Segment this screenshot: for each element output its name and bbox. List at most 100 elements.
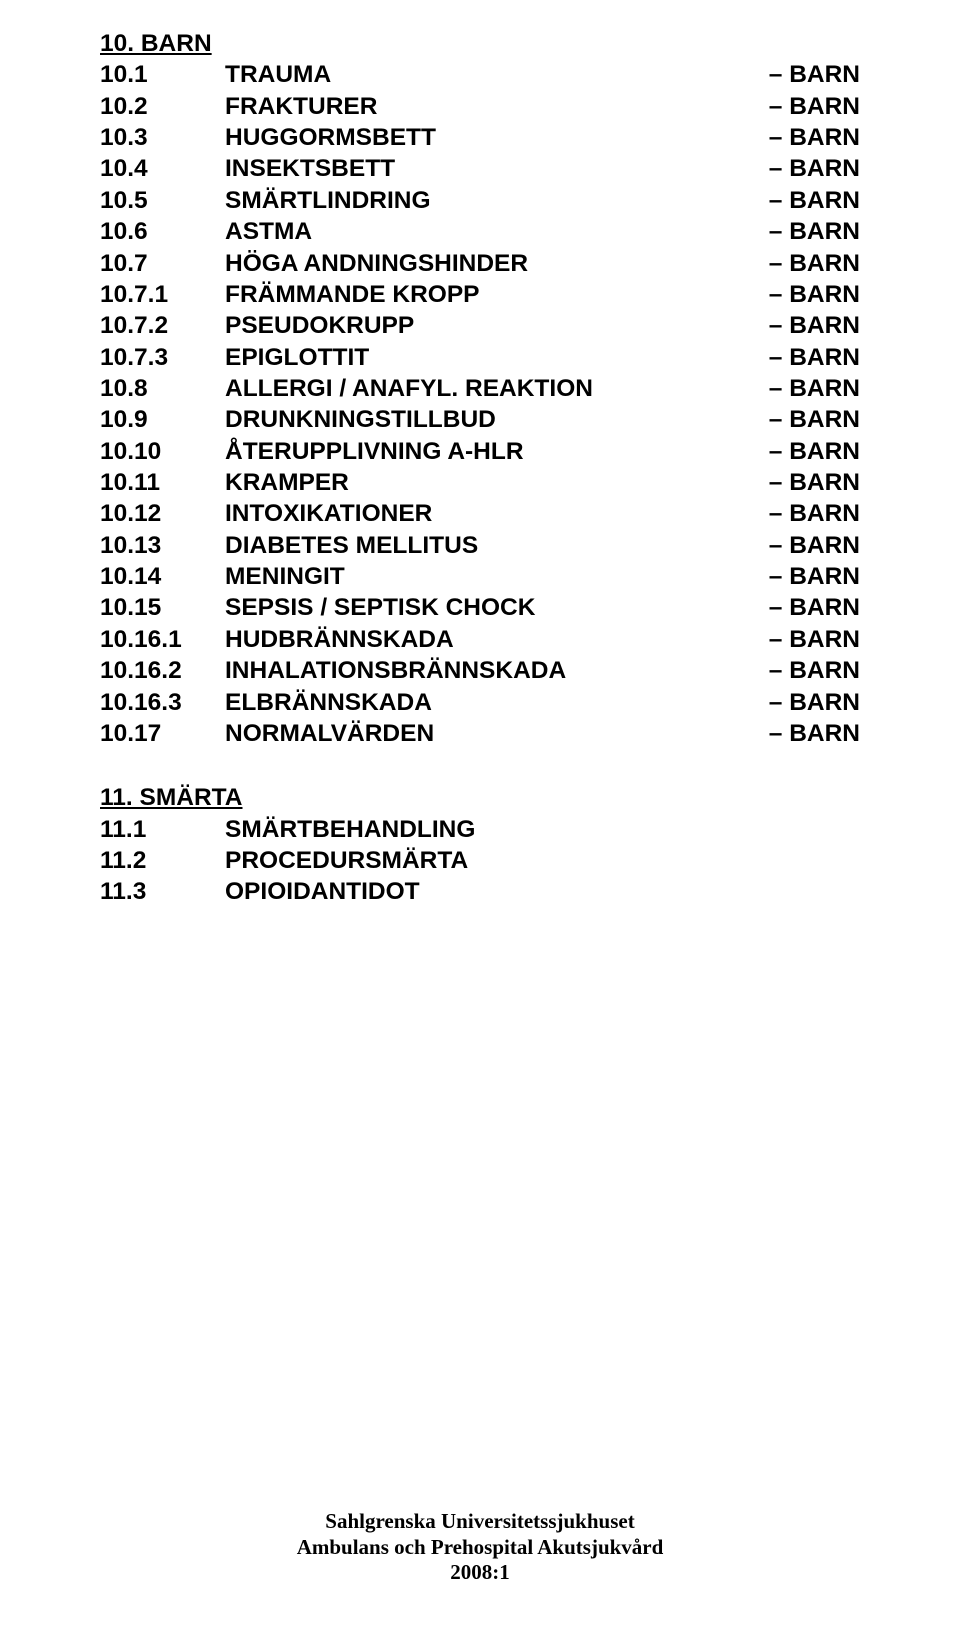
toc-row-left: 10.5SMÄRTLINDRING: [100, 185, 431, 216]
toc-row-number: 10.6: [100, 216, 225, 247]
toc-row-label: ASTMA: [225, 216, 312, 247]
toc-row-label: ÅTERUPPLIVNING A-HLR: [225, 436, 524, 467]
toc-row-label: HÖGA ANDNINGSHINDER: [225, 248, 528, 279]
toc-row-left: 10.1TRAUMA: [100, 59, 331, 90]
footer-line-1: Sahlgrenska Universitetssjukhuset: [0, 1509, 960, 1535]
toc-row-number: 10.12: [100, 498, 225, 529]
toc-row: 10.3HUGGORMSBETT – BARN: [100, 122, 860, 153]
toc-row-left: 10.4INSEKTSBETT: [100, 153, 395, 184]
toc-row-left: 10.16.1HUDBRÄNNSKADA: [100, 624, 454, 655]
toc-row: 10.8ALLERGI / ANAFYL. REAKTION– BARN: [100, 373, 860, 404]
toc-row-right: – BARN: [769, 122, 860, 153]
toc-row-number: 10.8: [100, 373, 225, 404]
toc-row-number: 11.1: [100, 814, 225, 845]
toc-row-number: 10.16.3: [100, 687, 225, 718]
toc-row-number: 11.3: [100, 876, 225, 907]
toc-row: 10.4INSEKTSBETT – BARN: [100, 153, 860, 184]
toc-row: 10.9DRUNKNINGSTILLBUD – BARN: [100, 404, 860, 435]
toc-row-label: INSEKTSBETT: [225, 153, 395, 184]
toc-row-number: 10.2: [100, 91, 225, 122]
toc-row-right: – BARN: [769, 498, 860, 529]
toc-row: 11.1SMÄRTBEHANDLING: [100, 814, 860, 845]
toc-row: 10.16.1HUDBRÄNNSKADA – BARN: [100, 624, 860, 655]
toc-row-right: – BARN: [769, 624, 860, 655]
toc-row-right: – BARN: [769, 216, 860, 247]
toc-row-number: 11.2: [100, 845, 225, 876]
toc-row-number: 10.3: [100, 122, 225, 153]
toc-row-number: 10.15: [100, 592, 225, 623]
toc-row-right: – BARN: [769, 248, 860, 279]
toc-row-left: 10.9DRUNKNINGSTILLBUD: [100, 404, 496, 435]
toc-row: 10.7.3EPIGLOTTIT– BARN: [100, 342, 860, 373]
toc-row-left: 10.14MENINGIT: [100, 561, 345, 592]
toc-row-label: NORMALVÄRDEN: [225, 718, 434, 749]
toc-row-number: 10.4: [100, 153, 225, 184]
toc-row-number: 10.10: [100, 436, 225, 467]
toc-row-right: – BARN: [769, 153, 860, 184]
footer-line-3: 2008:1: [0, 1560, 960, 1586]
toc-row-left: 10.16.3ELBRÄNNSKADA: [100, 687, 432, 718]
toc-row-number: 10.11: [100, 467, 225, 498]
toc-row-label: INHALATIONSBRÄNNSKADA: [225, 655, 566, 686]
toc-row-left: 10.7.2PSEUDOKRUPP: [100, 310, 414, 341]
toc-row-left: 10.16.2INHALATIONSBRÄNNSKADA: [100, 655, 566, 686]
toc-row: 10.12INTOXIKATIONER – BARN: [100, 498, 860, 529]
toc-row-number: 10.16.1: [100, 624, 225, 655]
toc-row-left: 11.2PROCEDURSMÄRTA: [100, 845, 468, 876]
toc-row: 10.16.3ELBRÄNNSKADA– BARN: [100, 687, 860, 718]
section-10-heading: 10. BARN: [100, 28, 860, 59]
section-gap: [100, 749, 860, 782]
toc-row-label: TRAUMA: [225, 59, 331, 90]
toc-row-right: – BARN: [769, 310, 860, 341]
toc-row: 10.11KRAMPER – BARN: [100, 467, 860, 498]
toc-row-right: – BARN: [769, 373, 860, 404]
toc-row-number: 10.16.2: [100, 655, 225, 686]
toc-row-number: 10.7.2: [100, 310, 225, 341]
toc-row-label: FRÄMMANDE KROPP: [225, 279, 480, 310]
toc-row-number: 10.17: [100, 718, 225, 749]
toc-row-left: 10.3HUGGORMSBETT: [100, 122, 436, 153]
toc-row-label: SMÄRTLINDRING: [225, 185, 431, 216]
toc-row-left: 10.7HÖGA ANDNINGSHINDER: [100, 248, 528, 279]
toc-row: 10.10ÅTERUPPLIVNING A-HLR– BARN: [100, 436, 860, 467]
toc-row-number: 10.1: [100, 59, 225, 90]
toc-row-right: – BARN: [769, 718, 860, 749]
toc-row-label: DIABETES MELLITUS: [225, 530, 478, 561]
toc-row-left: 11.1SMÄRTBEHANDLING: [100, 814, 475, 845]
toc-row: 10.1TRAUMA– BARN: [100, 59, 860, 90]
toc-row-left: 10.15SEPSIS / SEPTISK CHOCK: [100, 592, 535, 623]
toc-row-right: – BARN: [769, 404, 860, 435]
toc-row: 10.5SMÄRTLINDRING – BARN: [100, 185, 860, 216]
toc-row-label: FRAKTURER: [225, 91, 377, 122]
toc-row: 10.15SEPSIS / SEPTISK CHOCK– BARN: [100, 592, 860, 623]
toc-row: 10.16.2INHALATIONSBRÄNNSKADA – BARN: [100, 655, 860, 686]
toc-row-label: HUGGORMSBETT: [225, 122, 436, 153]
toc-row-label: INTOXIKATIONER: [225, 498, 432, 529]
toc-row: 11.2PROCEDURSMÄRTA: [100, 845, 860, 876]
toc-row-label: HUDBRÄNNSKADA: [225, 624, 454, 655]
toc-row-label: SMÄRTBEHANDLING: [225, 814, 475, 845]
toc-row: 10.7.2PSEUDOKRUPP – BARN: [100, 310, 860, 341]
toc-row-label: OPIOIDANTIDOT: [225, 876, 420, 907]
section-11-list: 11.1SMÄRTBEHANDLING11.2PROCEDURSMÄRTA11.…: [100, 814, 860, 908]
toc-row-left: 10.7.1FRÄMMANDE KROPP: [100, 279, 480, 310]
toc-row-left: 10.12INTOXIKATIONER: [100, 498, 432, 529]
toc-row-right: – BARN: [769, 185, 860, 216]
toc-row-number: 10.14: [100, 561, 225, 592]
toc-row-left: 10.6ASTMA: [100, 216, 312, 247]
toc-row-right: – BARN: [769, 467, 860, 498]
toc-row-label: DRUNKNINGSTILLBUD: [225, 404, 496, 435]
toc-row-number: 10.13: [100, 530, 225, 561]
toc-row-right: – BARN: [769, 655, 860, 686]
toc-row: 10.2FRAKTURER– BARN: [100, 91, 860, 122]
toc-row-label: PROCEDURSMÄRTA: [225, 845, 468, 876]
toc-row: 11.3OPIOIDANTIDOT: [100, 876, 860, 907]
section-10-list: 10.1TRAUMA– BARN10.2FRAKTURER– BARN10.3H…: [100, 59, 860, 749]
toc-row-right: – BARN: [769, 342, 860, 373]
toc-row-left: 10.11KRAMPER: [100, 467, 349, 498]
toc-row-number: 10.7.1: [100, 279, 225, 310]
toc-row-label: SEPSIS / SEPTISK CHOCK: [225, 592, 535, 623]
section-10-heading-text: 10. BARN: [100, 28, 212, 59]
toc-row: 10.13DIABETES MELLITUS– BARN: [100, 530, 860, 561]
toc-row-number: 10.9: [100, 404, 225, 435]
